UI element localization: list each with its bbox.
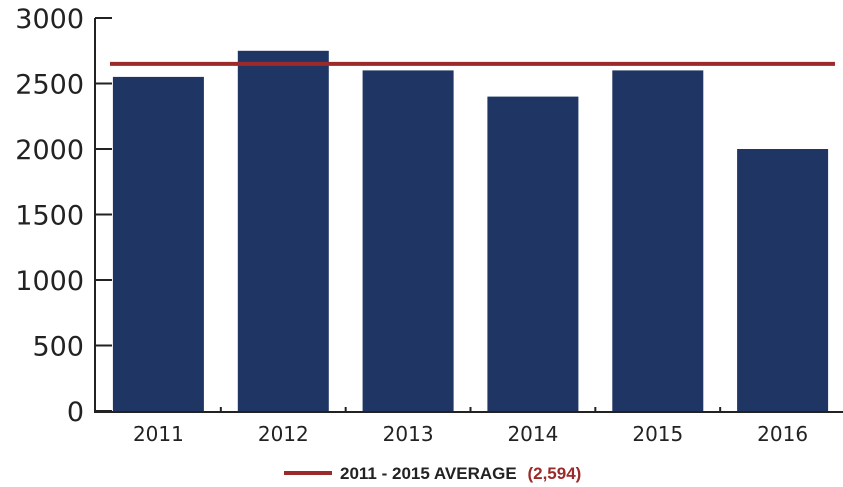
bar-2013: [362, 70, 454, 412]
x-tick-label: 2011: [133, 422, 184, 446]
legend-label: 2011 - 2015 AVERAGE (2,594): [340, 464, 581, 483]
bar-2016: [737, 149, 829, 411]
x-tick-label: 2016: [757, 422, 808, 446]
bar-2015: [612, 70, 704, 412]
y-ticks-group: 0 500 1000 1500 2000 2500 3000: [15, 4, 112, 428]
axes-group: [94, 18, 843, 413]
x-tick-label: 2014: [507, 422, 558, 446]
y-tick-label: 1000: [15, 266, 84, 297]
bar-2011: [112, 76, 204, 412]
y-tick-label: 0: [67, 397, 84, 428]
y-tick-label: 2500: [15, 70, 84, 101]
y-tick-label: 2000: [15, 135, 84, 166]
legend: 2011 - 2015 AVERAGE (2,594): [284, 464, 581, 483]
legend-label-text: 2011 - 2015 AVERAGE: [340, 464, 517, 483]
bar-2012: [237, 50, 329, 412]
y-tick-label: 500: [32, 332, 84, 363]
x-tick-label: 2012: [258, 422, 309, 446]
legend-average-value: (2,594): [527, 464, 581, 483]
x-tick-label: 2013: [383, 422, 434, 446]
y-tick-label: 1500: [15, 201, 84, 232]
y-tick-label: 3000: [15, 4, 84, 35]
x-ticks-group: 2011 2012 2013 2014 2015 2016: [133, 407, 808, 446]
x-tick-label: 2015: [632, 422, 683, 446]
bar-2014: [487, 96, 579, 411]
bars-group: [112, 50, 829, 412]
